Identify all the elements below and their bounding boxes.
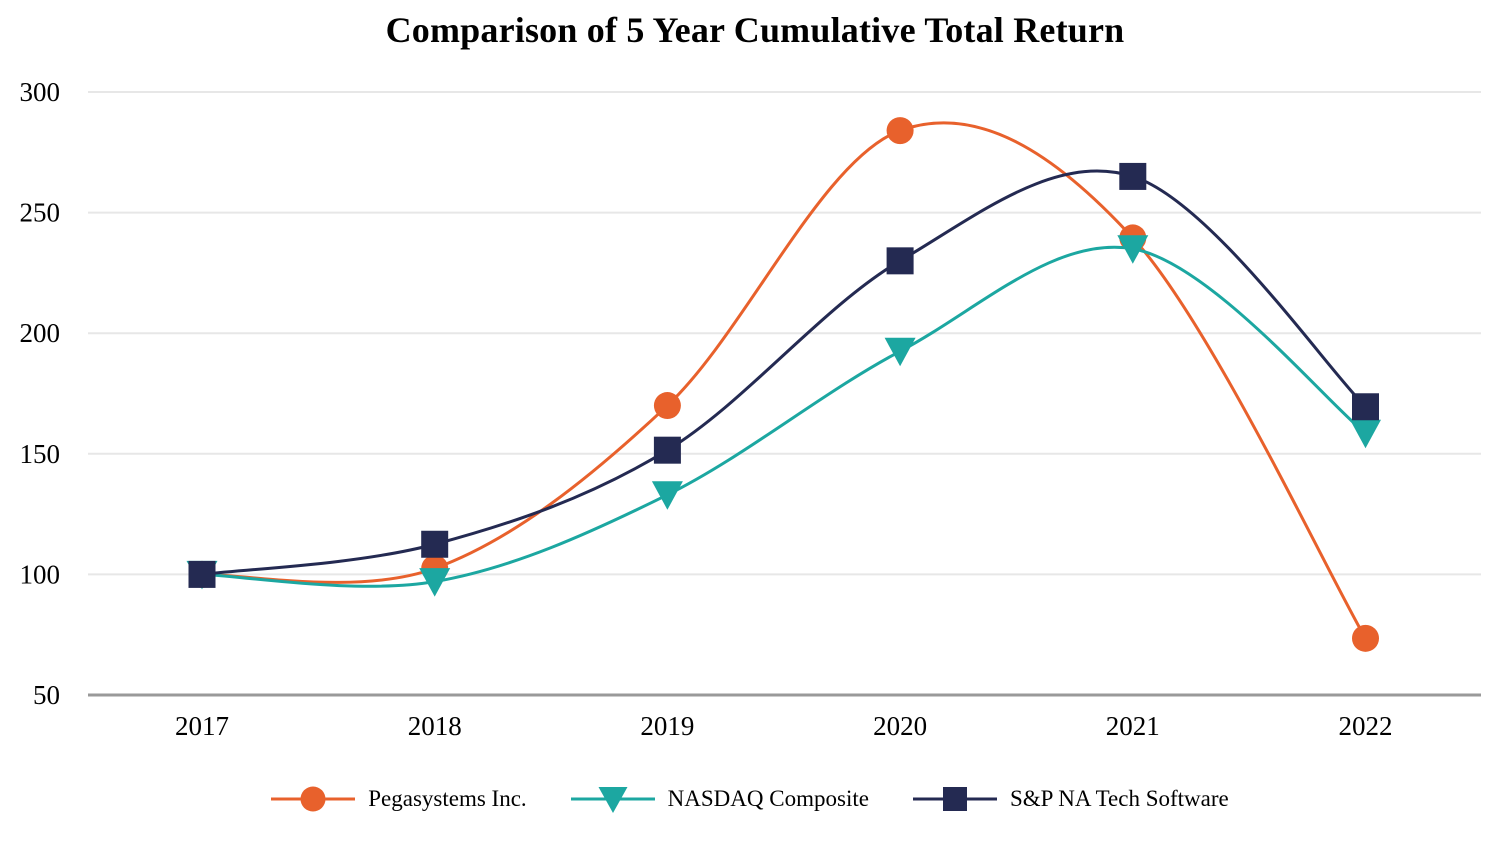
legend-item: Pegasystems Inc. — [271, 777, 527, 821]
x-axis-tick-label: 2020 — [873, 711, 927, 741]
legend-item-label: S&P NA Tech Software — [1009, 786, 1229, 811]
series-marker-square — [886, 247, 914, 275]
legend-triangle-down-marker-icon — [570, 787, 655, 813]
y-axis-tick-label: 250 — [20, 198, 61, 228]
series-line — [200, 245, 1367, 588]
series-marker-triangle-down — [651, 481, 683, 510]
series-line — [200, 169, 1367, 576]
y-axis-tick-label: 150 — [20, 439, 61, 469]
y-axis-tick-label: 300 — [20, 77, 61, 107]
series-marker-triangle-down — [884, 337, 916, 367]
legend-circle-marker-icon — [271, 786, 356, 812]
x-axis-tick-label: 2017 — [175, 711, 229, 741]
series-line — [200, 121, 1367, 640]
y-axis-tick-label: 200 — [20, 318, 61, 348]
legend-item: S&P NA Tech Software — [912, 777, 1229, 821]
x-axis-tick-label: 2019 — [640, 711, 694, 741]
y-axis-tick-label: 50 — [33, 680, 60, 710]
series-marker-square — [188, 560, 216, 588]
series-marker-triangle-down — [1350, 419, 1381, 449]
legend-square-marker-icon — [912, 787, 997, 811]
x-axis-tick-label: 2022 — [1339, 711, 1393, 741]
x-axis-tick-label: 2018 — [408, 711, 462, 741]
legend: Pegasystems Inc. NASDAQ Composite S&P NA T… — [0, 776, 1500, 822]
series-marker-square — [421, 530, 449, 558]
chart-title: Comparison of 5 Year Cumulative Total Re… — [385, 10, 1125, 50]
series-marker-square — [1352, 393, 1379, 421]
series-marker-circle — [886, 117, 914, 145]
series-marker-triangle-down — [1117, 235, 1149, 264]
series-marker-circle — [1352, 624, 1379, 652]
legend-item-label: NASDAQ Composite — [667, 786, 869, 811]
y-axis-tick-label: 100 — [20, 559, 61, 589]
legend-item: NASDAQ Composite — [570, 777, 869, 821]
legend-item-label: Pegasystems Inc. — [368, 786, 527, 811]
x-axis-tick-label: 2021 — [1106, 711, 1160, 741]
series-marker-triangle-down — [419, 568, 451, 597]
series-marker-square — [1119, 162, 1147, 190]
series-marker-circle — [653, 392, 681, 420]
series-marker-square — [653, 436, 681, 464]
